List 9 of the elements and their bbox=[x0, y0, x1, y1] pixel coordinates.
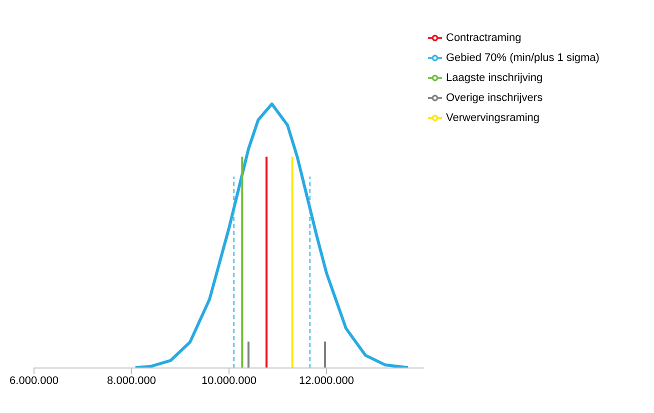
legend-label: Verwervingsraming bbox=[446, 112, 540, 124]
x-tick-label: 12.000.000 bbox=[298, 374, 354, 387]
x-tick-label: 10.000.000 bbox=[201, 374, 257, 387]
legend-label: Overige inschrijvers bbox=[446, 92, 543, 104]
x-tick-label: 6.000.000 bbox=[10, 374, 58, 387]
legend-label: Gebied 70% (min/plus 1 sigma) bbox=[446, 52, 600, 64]
x-tick-label: 8.000.000 bbox=[107, 374, 156, 387]
legend-label: Laagste inschrijving bbox=[446, 72, 543, 84]
legend-label: Contractraming bbox=[446, 32, 522, 44]
